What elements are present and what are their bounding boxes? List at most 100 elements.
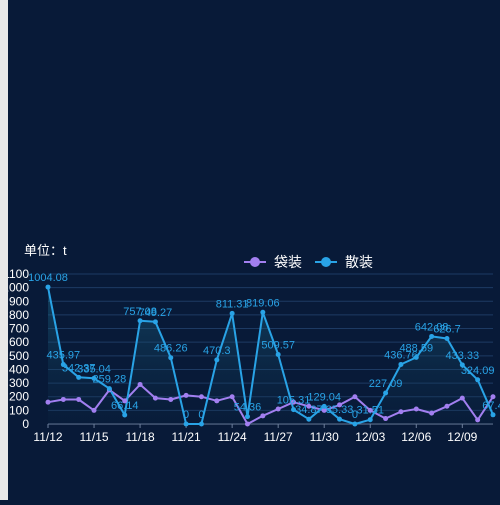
area-bulk bbox=[48, 287, 493, 424]
point-bagged[interactable] bbox=[122, 398, 128, 404]
point-bulk[interactable] bbox=[459, 362, 465, 368]
data-label-bulk: 1004.08 bbox=[28, 272, 68, 284]
point-bagged[interactable] bbox=[137, 381, 143, 387]
x-tick-label: 11/15 bbox=[79, 430, 108, 444]
y-tick-label: 300 bbox=[9, 376, 29, 390]
legend-item-bagged[interactable]: 袋装 bbox=[244, 254, 302, 270]
data-label-bulk: 0 bbox=[352, 409, 358, 421]
line-bulk bbox=[47, 286, 494, 425]
point-bulk[interactable] bbox=[367, 417, 373, 423]
point-bagged[interactable] bbox=[398, 409, 404, 415]
point-bulk[interactable] bbox=[291, 407, 297, 413]
point-bagged[interactable] bbox=[229, 394, 235, 400]
y-tick-label: 0 bbox=[22, 417, 29, 431]
point-bulk[interactable] bbox=[60, 362, 66, 368]
point-bulk[interactable] bbox=[337, 416, 343, 422]
point-bulk[interactable] bbox=[260, 309, 266, 315]
point-bulk[interactable] bbox=[321, 403, 327, 409]
point-bagged[interactable] bbox=[183, 392, 189, 398]
y-tick-label: 700 bbox=[9, 322, 29, 336]
point-bulk[interactable] bbox=[137, 318, 143, 324]
data-label-bulk: 811.31 bbox=[216, 298, 249, 310]
point-bagged[interactable] bbox=[444, 403, 450, 409]
point-bagged[interactable] bbox=[275, 406, 281, 412]
point-bulk[interactable] bbox=[229, 310, 235, 316]
y-tick-label: 100 bbox=[9, 403, 29, 417]
point-bagged[interactable] bbox=[490, 394, 496, 400]
point-bulk[interactable] bbox=[106, 386, 112, 392]
y-tick-label: 500 bbox=[9, 349, 29, 363]
unit-label: 单位：t bbox=[24, 243, 67, 258]
x-tick-label: 11/12 bbox=[33, 430, 62, 444]
point-bagged[interactable] bbox=[152, 395, 158, 401]
point-bagged[interactable] bbox=[459, 395, 465, 401]
point-bagged[interactable] bbox=[429, 410, 435, 416]
x-tick-label: 11/30 bbox=[310, 430, 339, 444]
point-bulk[interactable] bbox=[152, 319, 158, 325]
point-bulk[interactable] bbox=[198, 421, 204, 427]
data-label-bulk: 470.3 bbox=[203, 345, 231, 357]
point-bagged[interactable] bbox=[214, 398, 220, 404]
point-bagged[interactable] bbox=[168, 396, 174, 402]
point-bulk[interactable] bbox=[383, 390, 389, 396]
point-bulk[interactable] bbox=[168, 355, 174, 361]
point-bagged[interactable] bbox=[260, 413, 266, 419]
point-bagged[interactable] bbox=[321, 407, 327, 413]
point-bagged[interactable] bbox=[291, 399, 297, 405]
point-bagged[interactable] bbox=[337, 402, 343, 408]
legend-marker-bagged bbox=[250, 257, 260, 267]
point-bagged[interactable] bbox=[198, 394, 204, 400]
data-label-bulk: 259.28 bbox=[93, 374, 127, 386]
y-tick-label: 1100 bbox=[3, 267, 29, 281]
y-tick-label: 200 bbox=[9, 390, 29, 404]
legend-label-bulk: 散装 bbox=[345, 254, 373, 270]
data-label-bulk: 324.09 bbox=[461, 365, 495, 377]
point-bagged[interactable] bbox=[76, 396, 82, 402]
y-tick-label: 600 bbox=[9, 335, 29, 349]
point-bulk[interactable] bbox=[413, 354, 419, 360]
point-bagged[interactable] bbox=[413, 406, 419, 412]
point-bagged[interactable] bbox=[383, 416, 389, 422]
point-bulk[interactable] bbox=[490, 412, 496, 418]
point-bulk[interactable] bbox=[122, 412, 128, 418]
point-bagged[interactable] bbox=[352, 394, 358, 400]
data-label-bulk: 31.51 bbox=[356, 405, 384, 417]
point-bagged[interactable] bbox=[45, 399, 51, 405]
data-label-bulk: 486.26 bbox=[154, 343, 188, 355]
data-label-bulk: 105.31 bbox=[277, 395, 311, 407]
point-bagged[interactable] bbox=[244, 421, 250, 427]
point-bulk[interactable] bbox=[214, 357, 220, 363]
line-bagged bbox=[47, 383, 494, 425]
point-bulk[interactable] bbox=[398, 361, 404, 367]
x-tick-label: 12/06 bbox=[401, 430, 431, 444]
point-bulk[interactable] bbox=[475, 377, 481, 383]
point-bulk[interactable] bbox=[429, 333, 435, 339]
data-label-bulk: 642.08 bbox=[415, 321, 449, 333]
data-label-bulk: 335.04 bbox=[77, 363, 111, 375]
data-label-bulk: 34.87 bbox=[295, 404, 323, 416]
point-bulk[interactable] bbox=[244, 414, 250, 420]
data-label-bulk: 433.33 bbox=[445, 350, 479, 362]
point-bulk[interactable] bbox=[275, 352, 281, 358]
data-label-bulk: 509.57 bbox=[261, 340, 295, 352]
point-bulk[interactable] bbox=[45, 284, 51, 290]
point-bulk[interactable] bbox=[444, 336, 450, 342]
point-bulk[interactable] bbox=[91, 375, 97, 381]
point-bagged[interactable] bbox=[60, 396, 66, 402]
point-bulk[interactable] bbox=[352, 421, 358, 427]
x-tick-label: 12/03 bbox=[355, 430, 385, 444]
point-bulk[interactable] bbox=[183, 421, 189, 427]
point-bulk[interactable] bbox=[306, 416, 312, 422]
data-label-bulk: 54.36 bbox=[234, 402, 262, 414]
legend-item-bulk[interactable]: 散装 bbox=[315, 254, 373, 270]
point-bagged[interactable] bbox=[91, 407, 97, 413]
data-label-bulk: 129.04 bbox=[307, 391, 341, 403]
point-bulk[interactable] bbox=[76, 374, 82, 380]
data-label-bulk: 342.37 bbox=[62, 362, 96, 374]
legend: 袋装 散装 bbox=[244, 254, 373, 270]
point-bagged[interactable] bbox=[367, 407, 373, 413]
y-tick-label: 800 bbox=[9, 308, 29, 322]
point-bagged[interactable] bbox=[475, 417, 481, 423]
point-bagged[interactable] bbox=[306, 403, 312, 409]
